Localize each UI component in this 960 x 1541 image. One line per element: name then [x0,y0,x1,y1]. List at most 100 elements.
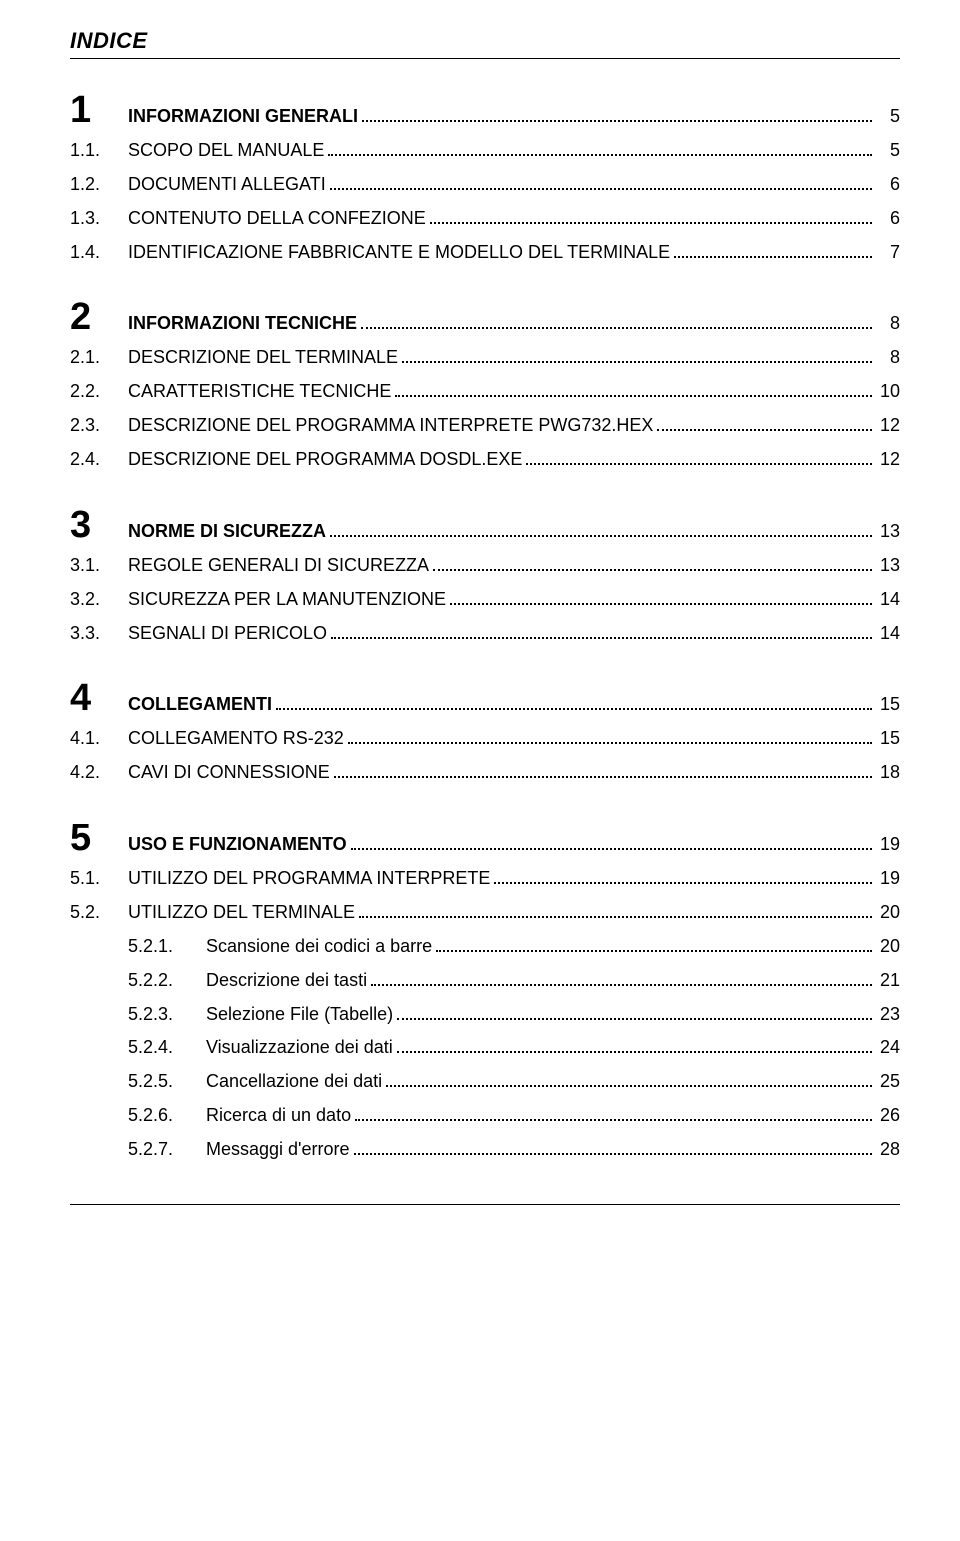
item-label: SCOPO DEL MANUALE [128,137,324,165]
subitem-label: Ricerca di un dato [206,1102,351,1130]
dot-leader [328,140,872,156]
item-number: 4.1. [70,725,128,753]
dot-leader [450,589,872,605]
page-number: 24 [876,1034,900,1062]
item-number: 2.1. [70,344,128,372]
dot-leader [348,728,872,744]
item-label: COLLEGAMENTO RS-232 [128,725,344,753]
page-number: 13 [876,518,900,546]
section-number: 3 [70,502,128,544]
item-label: UTILIZZO DEL TERMINALE [128,899,355,927]
section-heading: USO E FUNZIONAMENTO [128,831,347,859]
page-number: 23 [876,1001,900,1029]
dot-leader [436,936,872,952]
item-label: CAVI DI CONNESSIONE [128,759,330,787]
item-number: 4.2. [70,759,128,787]
dot-leader [494,868,872,884]
toc-item-row: 2.2.CARATTERISTICHE TECNICHE10 [70,378,900,406]
section-heading: COLLEGAMENTI [128,691,272,719]
dot-leader [276,694,872,710]
item-label: DESCRIZIONE DEL PROGRAMMA DOSDL.EXE [128,446,522,474]
dot-leader [354,1139,873,1155]
toc-heading-row: 3NORME DI SICUREZZA 13 [70,502,900,546]
toc-heading-row: 2INFORMAZIONI TECNICHE8 [70,294,900,338]
dot-leader [657,415,872,431]
subitem-number: 5.2.6. [128,1102,206,1130]
subitem-number: 5.2.5. [128,1068,206,1096]
page-number: 25 [876,1068,900,1096]
toc-section: 5USO E FUNZIONAMENTO195.1.UTILIZZO DEL P… [70,815,900,1164]
toc-heading-row: 4COLLEGAMENTI 15 [70,675,900,719]
document-title: INDICE [70,28,900,54]
toc-item-row: 5.1.UTILIZZO DEL PROGRAMMA INTERPRETE19 [70,865,900,893]
dot-leader [331,623,872,639]
subitem-label: Visualizzazione dei dati [206,1034,393,1062]
item-label: SICUREZZA PER LA MANUTENZIONE [128,586,446,614]
item-label: REGOLE GENERALI DI SICUREZZA [128,552,429,580]
subitem-number: 5.2.1. [128,933,206,961]
page-number: 15 [876,691,900,719]
section-heading: NORME DI SICUREZZA [128,518,326,546]
page-number: 10 [876,378,900,406]
page-number: 20 [876,899,900,927]
subitem-label: Cancellazione dei dati [206,1068,382,1096]
page-number: 5 [876,103,900,131]
page-number: 19 [876,865,900,893]
page-number: 7 [876,239,900,267]
subitem-number: 5.2.3. [128,1001,206,1029]
toc-item-row: 1.3.CONTENUTO DELLA CONFEZIONE6 [70,205,900,233]
dot-leader [359,902,872,918]
subitem-label: Descrizione dei tasti [206,967,367,995]
item-label: SEGNALI DI PERICOLO [128,620,327,648]
item-number: 1.4. [70,239,128,267]
section-heading: INFORMAZIONI GENERALI [128,103,358,131]
dot-leader [402,347,872,363]
toc-section: 2INFORMAZIONI TECNICHE82.1.DESCRIZIONE D… [70,294,900,473]
toc-section: 4COLLEGAMENTI 15 4.1.COLLEGAMENTO RS-232 15… [70,675,900,787]
item-number: 3.3. [70,620,128,648]
toc-subitem-row: 5.2.1.Scansione dei codici a barre20 [70,933,900,961]
page-number: 28 [876,1136,900,1164]
section-heading: INFORMAZIONI TECNICHE [128,310,357,338]
page-number: 21 [876,967,900,995]
toc-subitem-row: 5.2.3.Selezione File (Tabelle)23 [70,1001,900,1029]
page-number: 14 [876,620,900,648]
toc-item-row: 4.1.COLLEGAMENTO RS-232 15 [70,725,900,753]
item-label: CARATTERISTICHE TECNICHE [128,378,391,406]
toc-item-row: 5.2.UTILIZZO DEL TERMINALE 20 [70,899,900,927]
toc-item-row: 2.1.DESCRIZIONE DEL TERMINALE 8 [70,344,900,372]
toc-subitem-row: 5.2.5.Cancellazione dei dati 25 [70,1068,900,1096]
toc-item-row: 3.1.REGOLE GENERALI DI SICUREZZA13 [70,552,900,580]
item-label: DESCRIZIONE DEL PROGRAMMA INTERPRETE PWG… [128,412,653,440]
page-number: 8 [876,310,900,338]
page-number: 15 [876,725,900,753]
item-label: DESCRIZIONE DEL TERMINALE [128,344,398,372]
item-label: UTILIZZO DEL PROGRAMMA INTERPRETE [128,865,490,893]
toc-subitem-row: 5.2.2.Descrizione dei tasti21 [70,967,900,995]
item-label: DOCUMENTI ALLEGATI [128,171,326,199]
subitem-label: Messaggi d'errore [206,1136,350,1164]
page-number: 14 [876,586,900,614]
toc-item-row: 1.4.IDENTIFICAZIONE FABBRICANTE E MODELL… [70,239,900,267]
item-number: 5.2. [70,899,128,927]
subitem-label: Scansione dei codici a barre [206,933,432,961]
section-number: 4 [70,675,128,717]
dot-leader [674,242,872,258]
page-number: 6 [876,205,900,233]
dot-leader [430,208,872,224]
page-number: 26 [876,1102,900,1130]
page-number: 6 [876,171,900,199]
page-number: 8 [876,344,900,372]
dot-leader [362,106,872,122]
toc-item-row: 1.1.SCOPO DEL MANUALE5 [70,137,900,165]
toc-item-row: 4.2.CAVI DI CONNESSIONE18 [70,759,900,787]
dot-leader [397,1004,872,1020]
dot-leader [386,1071,872,1087]
dot-leader [334,762,872,778]
toc-subitem-row: 5.2.7.Messaggi d'errore28 [70,1136,900,1164]
item-number: 1.1. [70,137,128,165]
dot-leader [330,174,872,190]
item-label: CONTENUTO DELLA CONFEZIONE [128,205,426,233]
item-number: 2.3. [70,412,128,440]
page-number: 19 [876,831,900,859]
